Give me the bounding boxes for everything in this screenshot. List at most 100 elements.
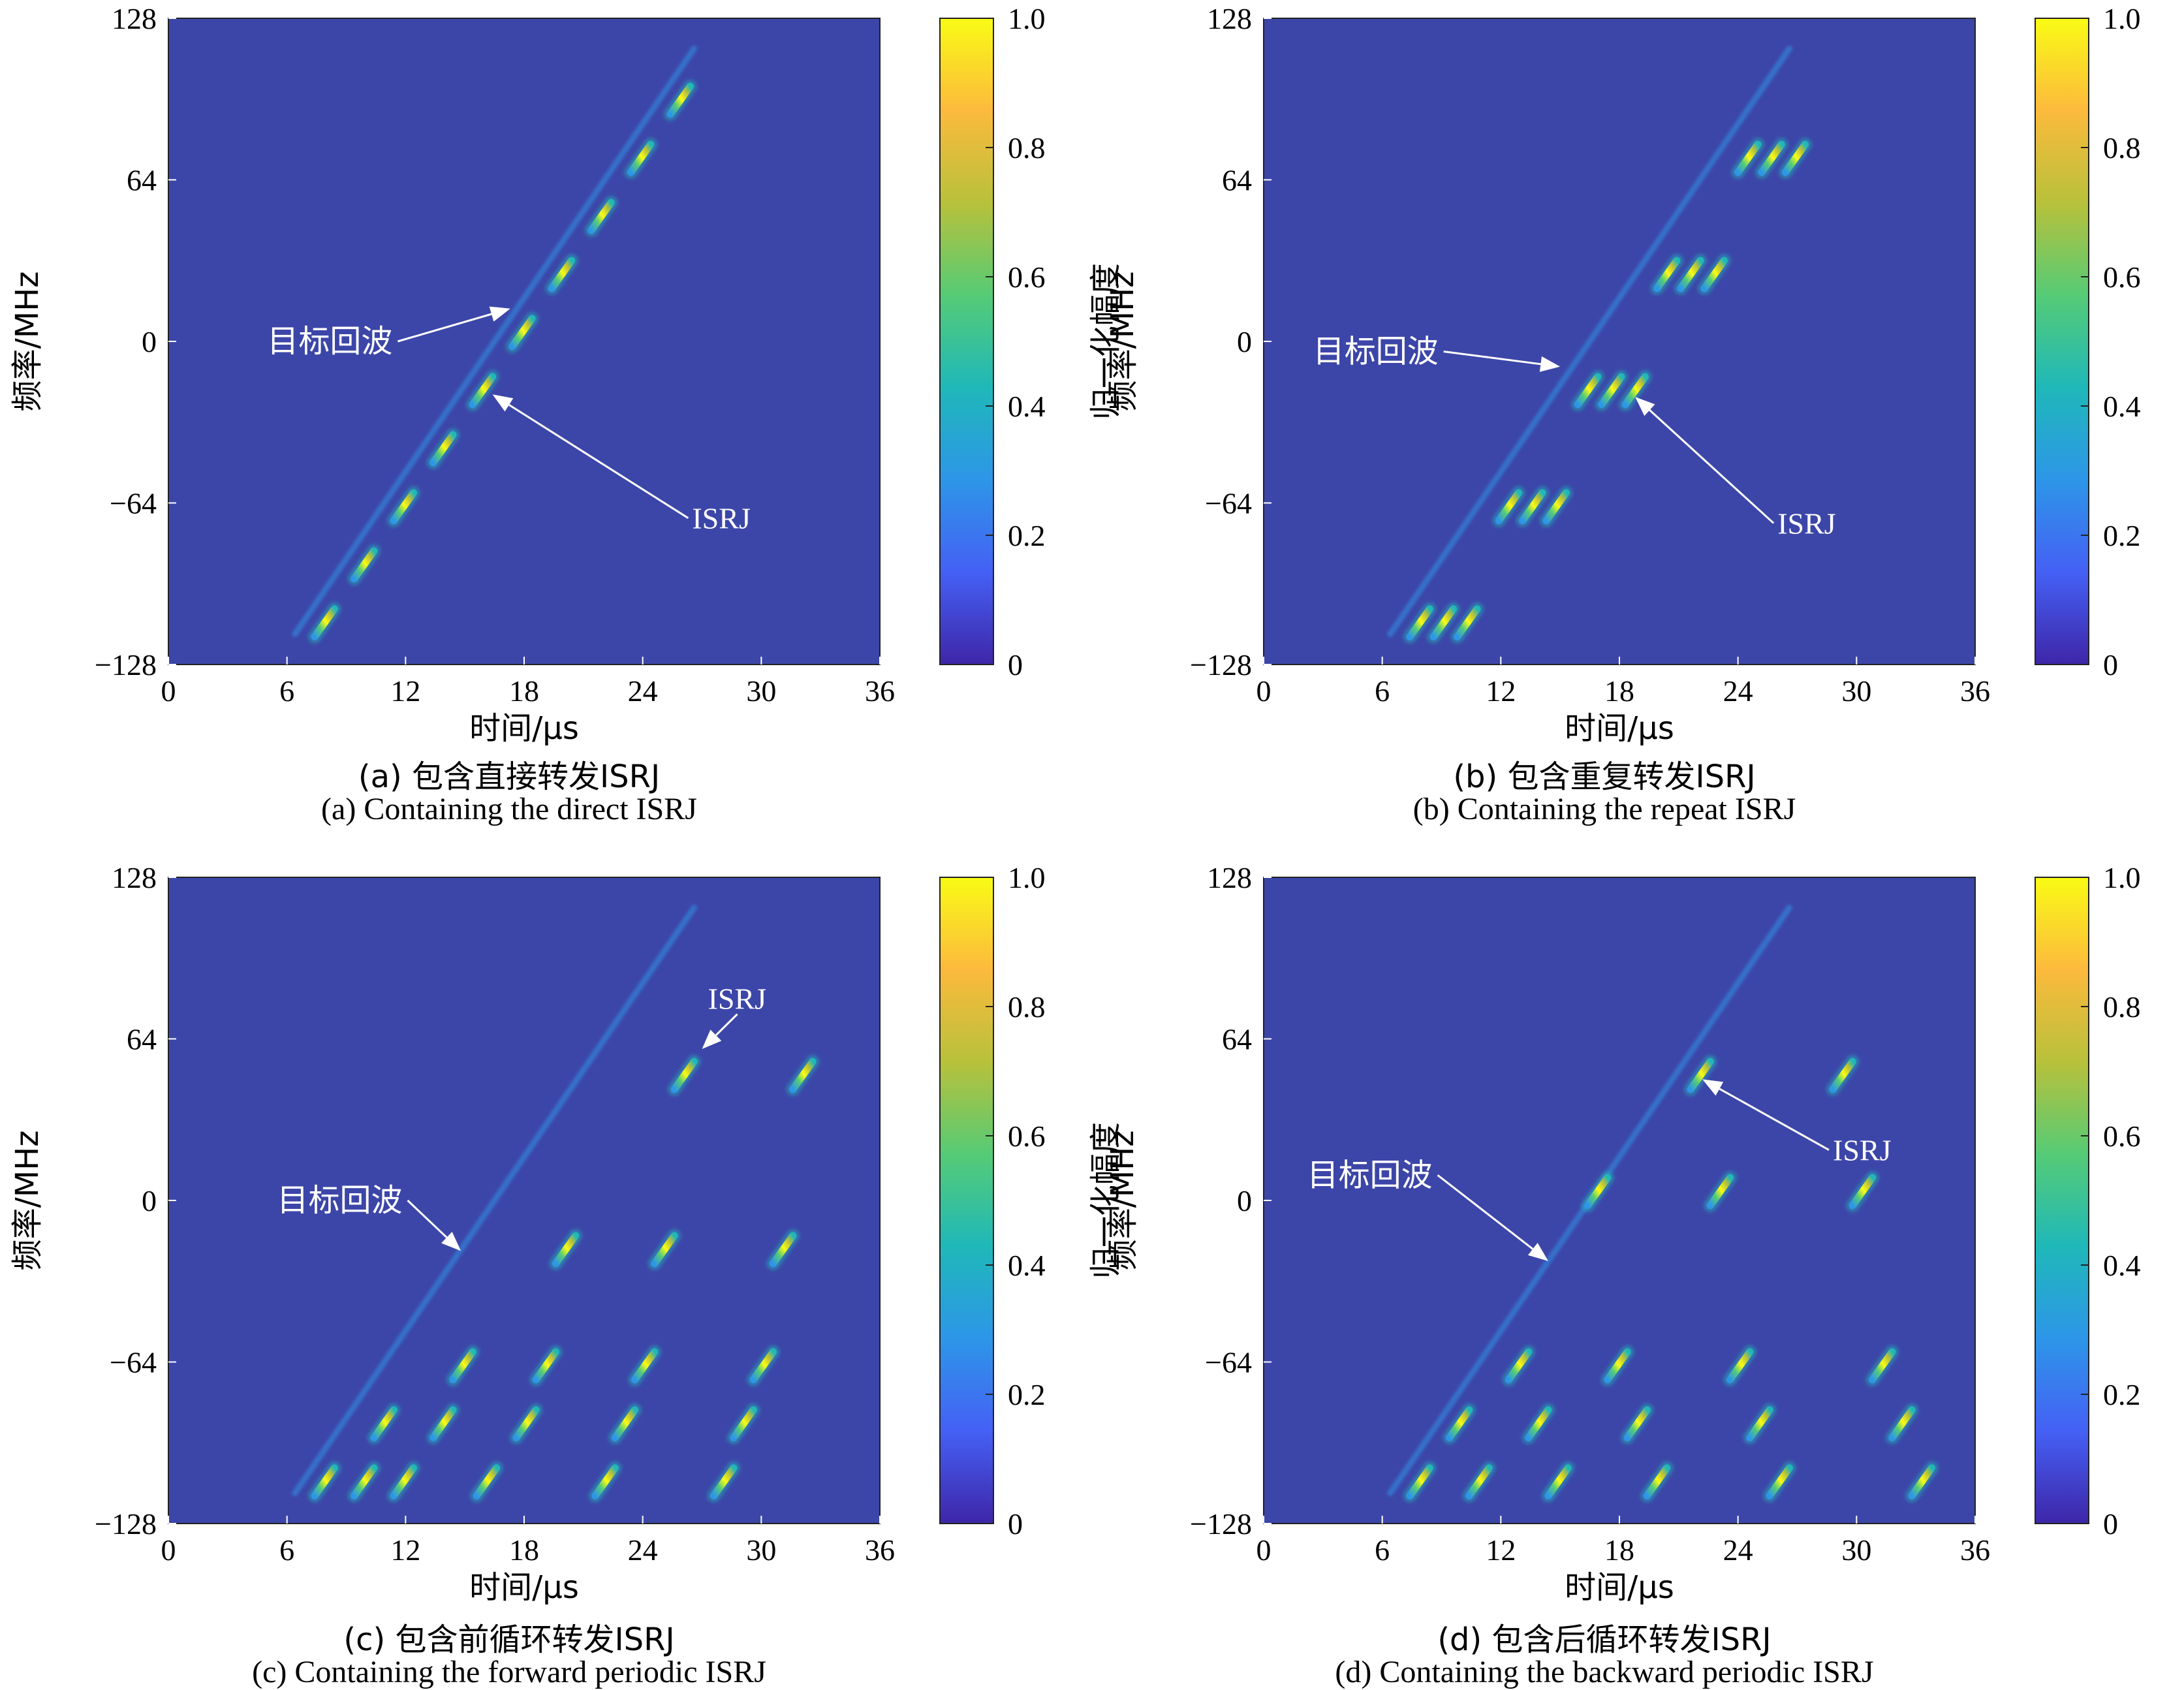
x-tick-label: 12 [390,1533,420,1567]
jamming-segment [628,1326,661,1400]
jamming-segment [624,118,657,192]
colorbar-tick-label: 0.8 [1008,131,1046,164]
y-tick-label: 128 [112,2,157,35]
colorbar-tick-label: 0.6 [2103,1119,2141,1153]
y-tick-label: −64 [110,1346,157,1379]
jamming-segment [1403,582,1437,657]
jamming-segment [426,409,460,482]
y-tick-label: −128 [95,1507,157,1541]
y-tick-label: 128 [112,861,157,894]
jamming-segment [529,1326,563,1400]
jamming-segment [647,1210,681,1283]
jamming-segment [1640,1441,1674,1516]
jamming-segment [509,1383,543,1458]
colorbar-tick-label: 0.2 [1008,519,1046,552]
x-tick-label: 24 [1723,1533,1753,1567]
annotation-isrj: ISRJ [1702,1079,1891,1167]
colorbar-tick-label: 0 [1008,1507,1023,1541]
caption-d-en: (d) Containing the backward periodic ISR… [1335,1655,1874,1689]
x-tick-label: 6 [1375,674,1390,708]
jamming-segment [1698,234,1731,308]
jamming-segment [1571,351,1604,424]
colorbar-tick-label: 0.4 [1008,390,1046,423]
colorbar [2035,18,2089,665]
heatmap-svg: 目标回波 ISRJ 0 6 12 18 24 30 36 −128 −64 0 64 128 时间/μs 频率… [9,861,1124,1606]
chart-panel-b: 目标回波 ISRJ 0 6 12 18 24 30 36 −128 −64 0 64 128 时间/μs 频率… [1095,0,2184,751]
colorbar-tick-label: 0 [2103,1507,2118,1541]
x-tick-label: 18 [1604,674,1634,708]
annotation-echo: 目标回波 [1307,1157,1548,1261]
colorbar-tick-label: 0.6 [2103,260,2141,294]
annotation-echo: 目标回波 [1313,333,1561,372]
y-tick-label: 0 [142,1184,157,1217]
jamming-segment [1403,1441,1437,1516]
jamming-segment [786,1035,820,1109]
x-tick-label: 30 [1841,1533,1871,1567]
x-tick-label: 6 [279,674,294,708]
x-tick-label: 24 [628,674,658,708]
jamming-segment [1427,582,1460,657]
x-tick-label: 18 [509,674,539,708]
echo-line [292,45,697,638]
colorbar-tick-label: 0.2 [1008,1378,1046,1411]
jamming-segment [1542,1441,1575,1516]
jamming-segment [505,292,539,366]
jamming-segment [1826,1035,1860,1109]
jamming-segment [668,1035,701,1109]
y-tick-label: −128 [1190,1507,1252,1541]
colorbar-tick-label: 1.0 [2103,2,2141,35]
jamming-segment [1731,118,1764,192]
annotation-label: 目标回波 [1307,1157,1433,1193]
annotation-label: 目标回波 [1313,333,1439,369]
jamming-segment [1704,1151,1737,1225]
jamming-segment [446,1326,480,1400]
colorbar-tick-label: 0.8 [2103,131,2141,164]
annotation-label: ISRJ [708,982,766,1016]
jamming-segment [1595,351,1629,424]
colorbar [939,18,994,665]
x-tick-label: 12 [1486,1533,1516,1567]
caption-c-en: (c) Containing the forward periodic ISRJ [252,1655,766,1689]
jamming-segment [664,60,697,134]
x-tick-label: 24 [628,1533,658,1567]
y-tick-label: 128 [1207,861,1252,894]
y-axis-title: 频率/MHz [9,272,46,412]
colorbar-tick-label: 0.4 [2103,1249,2141,1282]
jamming-segment [387,467,420,540]
colorbar-tick-label: 0 [1008,648,1023,681]
colorbar-tick-label: 0.6 [1008,1119,1046,1153]
colorbar-tick-label: 0.4 [1008,1249,1046,1282]
jamming-segment [367,1383,401,1458]
jamming-segment [1743,1383,1777,1458]
x-tick-label: 0 [1256,1533,1271,1567]
jamming-segment [1539,467,1573,540]
annotation-echo: 目标回波 [267,306,510,360]
y-tick-label: −64 [1205,487,1252,520]
jamming-segment [466,351,499,424]
heatmap-svg: 目标回波 ISRJ 0 6 12 18 24 30 36 −128 −64 0 64 128 时间/μs 频率… [9,2,1124,747]
heatmap-svg: 目标回波 ISRJ 0 6 12 18 24 30 36 −128 −64 0 64 128 时间/μs 频率… [1104,861,2184,1606]
colorbar-tick-label: 1.0 [2103,861,2141,894]
y-tick-label: 0 [142,325,157,358]
jamming-segment [1443,1383,1476,1458]
jamming-segment [545,234,578,308]
x-tick-label: 18 [509,1533,539,1567]
colorbar-tick-label: 0.2 [2103,519,2141,552]
jamming-segment [1450,582,1484,657]
colorbar-tick-label: 0.6 [1008,260,1046,294]
caption-a-en: (a) Containing the direct ISRJ [321,792,697,826]
colorbar-tick-label: 0 [2103,648,2118,681]
annotation-label: ISRJ [1833,1134,1891,1167]
colorbar-tick-label: 0.2 [2103,1378,2141,1411]
annotation-label: ISRJ [1777,507,1835,540]
heatmap-background [168,18,880,665]
jamming-segment [747,1326,780,1400]
y-tick-label: −128 [1190,648,1252,681]
y-tick-label: −128 [95,648,157,681]
echo-line [1387,45,1792,638]
jamming-segment [1516,467,1549,540]
x-tick-label: 6 [1375,1533,1390,1567]
colorbar-title: 归一化幅度 [1087,263,1124,420]
y-axis-title: 频率/MHz [9,1131,46,1271]
jamming-segment [1755,118,1788,192]
